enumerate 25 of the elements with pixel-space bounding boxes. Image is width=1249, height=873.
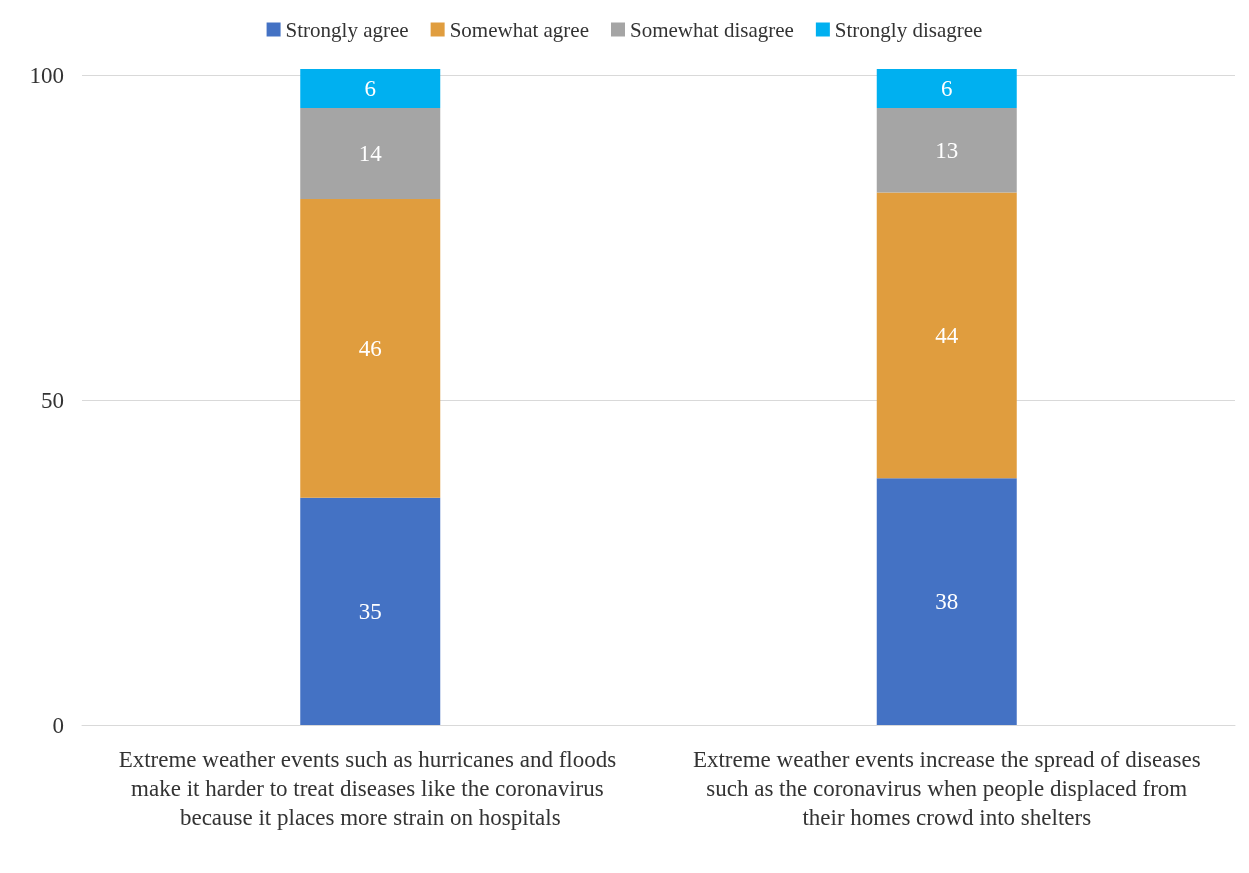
data-label: 44	[935, 322, 959, 348]
data-label: 14	[358, 140, 383, 166]
data-label: 35	[358, 598, 382, 624]
data-label: 38	[935, 589, 959, 615]
legend-label: Somewhat disagree	[629, 17, 794, 42]
bar	[876, 478, 1017, 725]
data-label: 6	[364, 75, 376, 101]
x-tick-label: Extreme weather events increase the spread of diseases such as the coronavirus when people displaced from their homes crowd into shelters	[692, 747, 1201, 830]
bar	[876, 107, 1017, 193]
legend-label: Strongly agree	[285, 17, 409, 42]
legend-label: Strongly disagree	[834, 17, 983, 42]
bar	[300, 497, 441, 725]
legend-label: Somewhat agree	[449, 17, 590, 42]
y-tick-label: 100	[29, 63, 64, 88]
y-tick-label: 50	[41, 387, 64, 413]
bar	[876, 69, 1017, 108]
y-tick-label: 0	[52, 712, 64, 738]
bar	[300, 198, 441, 498]
bar	[300, 107, 441, 199]
x-tick-label: Extreme weather events such as hurricanes and floods make it harder to treat diseases like the coronavirus because it places more strain on hospitals	[118, 747, 622, 830]
bar	[300, 69, 441, 108]
data-label: 13	[935, 137, 959, 163]
bar	[876, 192, 1017, 479]
data-label: 46	[358, 335, 382, 361]
data-label: 6	[941, 75, 953, 101]
